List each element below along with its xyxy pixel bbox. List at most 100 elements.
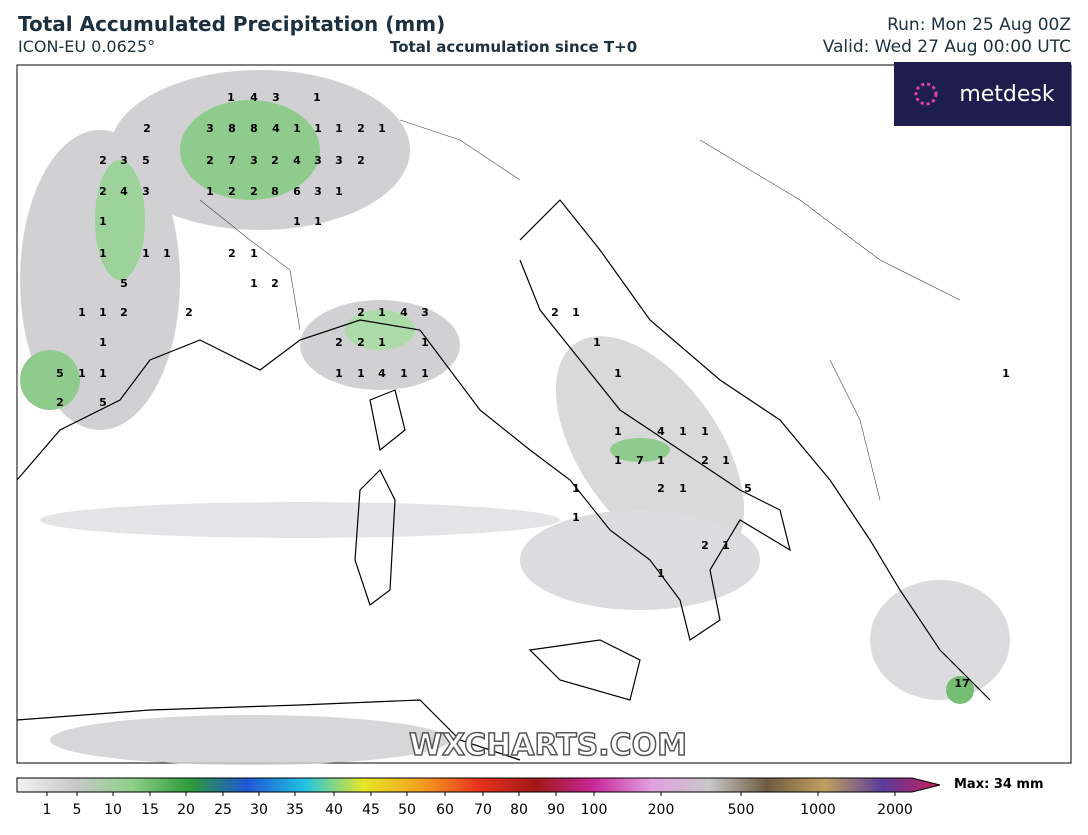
precip-label: 2 xyxy=(701,539,709,552)
colorbar-label: 20 xyxy=(177,802,195,818)
precip-label: 3 xyxy=(272,91,280,104)
precip-label: 1 xyxy=(722,539,730,552)
precip-label: 1 xyxy=(78,367,86,380)
precip-label: 2 xyxy=(56,396,64,409)
precip-label: 1 xyxy=(378,122,386,135)
colorbar-label: 40 xyxy=(325,802,343,818)
precip-label: 1 xyxy=(572,482,580,495)
valid: Valid: Wed 27 Aug 00:00 UTC xyxy=(822,37,1071,57)
precip-label: 5 xyxy=(99,396,107,409)
precip-label: 4 xyxy=(120,185,128,198)
colorbar-label: 90 xyxy=(547,802,565,818)
precip-label: 2 xyxy=(551,306,559,319)
precip-label: 1 xyxy=(250,277,258,290)
precip-label: 2 xyxy=(357,154,365,167)
colorbar-max: Max: 34 mm xyxy=(954,777,1044,792)
colorbar-label: 35 xyxy=(286,802,304,818)
map-labels: 1 4 3 12 3 8 8 4 1 1 1 2 12 3 5 2 7 3 2 4 3 3 22 4 3 1 2 2 8 6 3 11 1 11 1… xyxy=(56,91,1010,690)
precip-label: 4 xyxy=(657,425,665,438)
precip-label: 1 xyxy=(679,425,687,438)
precip-label: 5 xyxy=(56,367,64,380)
precip-label: 1 xyxy=(99,247,107,260)
precip-label: 2 xyxy=(143,122,151,135)
colorbar-label: 60 xyxy=(436,802,454,818)
run: Run: Mon 25 Aug 00Z xyxy=(887,15,1071,35)
precip-label: 1 xyxy=(722,454,730,467)
precip-label: 1 xyxy=(99,367,107,380)
precip-label: 2 xyxy=(657,482,665,495)
precip-label: 2 xyxy=(228,185,236,198)
precip-label: 1 xyxy=(657,567,665,580)
colorbar-label: 200 xyxy=(648,802,675,818)
colorbar-label: 15 xyxy=(141,802,159,818)
precip-label: 4 xyxy=(293,154,301,167)
precip-label: 1 xyxy=(400,367,408,380)
precip-label: 4 xyxy=(250,91,258,104)
precip-label: 6 xyxy=(293,185,301,198)
colorbar-label: 1 xyxy=(43,802,52,818)
precip-label: 1 xyxy=(227,91,235,104)
precip-label: 8 xyxy=(271,185,279,198)
logo-box xyxy=(894,62,1071,126)
precip-label: 1 xyxy=(614,454,622,467)
colorbar-label: 500 xyxy=(728,802,755,818)
precip-label: 1 xyxy=(293,122,301,135)
precip-label: 3 xyxy=(142,185,150,198)
precip-label: 1 xyxy=(335,367,343,380)
coastlines xyxy=(16,199,991,761)
precip-label: 4 xyxy=(378,367,386,380)
colorbar-label: 25 xyxy=(214,802,232,818)
precip-label: 1 xyxy=(99,306,107,319)
precip-label: 1 xyxy=(250,247,258,260)
watermark: WXCHARTS.COM xyxy=(409,728,687,763)
precip-label: 2 xyxy=(271,154,279,167)
precip-label: 4 xyxy=(400,306,408,319)
precip-label: 2 xyxy=(357,122,365,135)
precip-label: 1 xyxy=(614,425,622,438)
borders xyxy=(199,119,961,501)
precip-label: 1 xyxy=(99,336,107,349)
precip-label: 1 xyxy=(701,425,709,438)
precip-label: 2 xyxy=(228,247,236,260)
precip-label: 2 xyxy=(250,185,258,198)
precip-label: 8 xyxy=(250,122,258,135)
precip-label: 1 xyxy=(335,185,343,198)
precip-label: 1 xyxy=(78,306,86,319)
colorbar: 1 5 10 15 20 25 30 35 40 45 50 60 70 80 90 100 200 500 100… xyxy=(16,777,1044,818)
precip-label: 2 xyxy=(701,454,709,467)
precip-label: 1 xyxy=(163,247,171,260)
precip-label: 7 xyxy=(636,454,644,467)
precip-label: 2 xyxy=(335,336,343,349)
precip-label: 1 xyxy=(421,336,429,349)
colorbar-label: 45 xyxy=(362,802,380,818)
precip-label: 1 xyxy=(293,215,301,228)
precip-label: 1 xyxy=(614,367,622,380)
precip-label: 1 xyxy=(572,511,580,524)
precip-areas xyxy=(20,70,1010,765)
precip-label: 3 xyxy=(250,154,258,167)
precip-label: 1 xyxy=(142,247,150,260)
precip-label: 1 xyxy=(314,215,322,228)
precip-label: 8 xyxy=(228,122,236,135)
precip-label: 1 xyxy=(572,306,580,319)
precip-label: 1 xyxy=(206,185,214,198)
model: ICON-EU 0.0625° xyxy=(18,37,156,56)
colorbar-label: 10 xyxy=(104,802,122,818)
colorbar-label: 2000 xyxy=(877,802,913,818)
colorbar-label: 70 xyxy=(474,802,492,818)
colorbar-label: 1000 xyxy=(800,802,836,818)
colorbar-label: 5 xyxy=(73,802,82,818)
logo-icon xyxy=(914,82,938,106)
precip-label: 3 xyxy=(120,154,128,167)
precip-label: 5 xyxy=(120,277,128,290)
colorbar-label: 30 xyxy=(250,802,268,818)
precip-label: 1 xyxy=(1002,367,1010,380)
precip-label: 1 xyxy=(593,336,601,349)
colorbar-bar xyxy=(16,777,941,793)
precip-label: 1 xyxy=(657,454,665,467)
precip-label: 1 xyxy=(335,122,343,135)
precip-label: 1 xyxy=(357,367,365,380)
logo: metdesk xyxy=(959,82,1055,107)
